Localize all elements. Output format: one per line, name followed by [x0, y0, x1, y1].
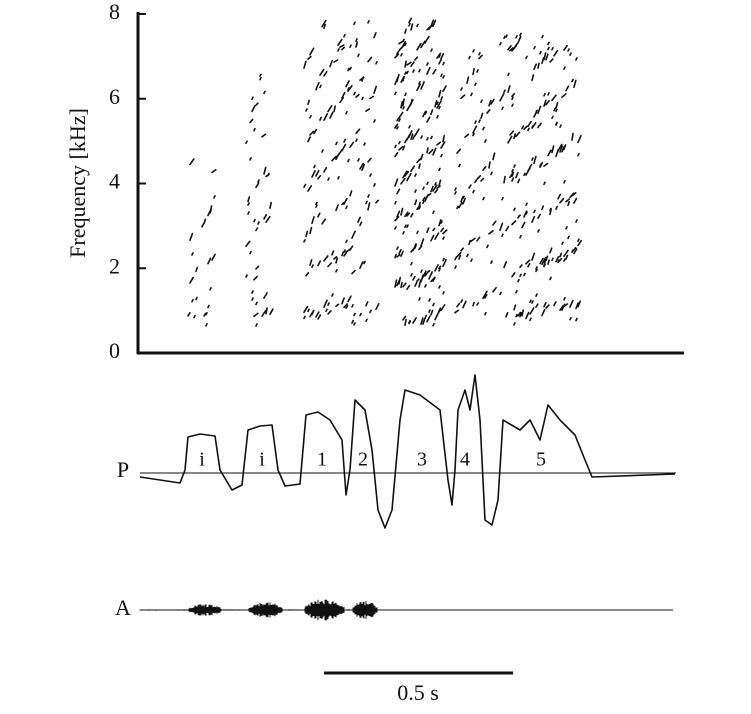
spectrogram-streaks — [394, 17, 448, 327]
syllable-label: 4 — [460, 449, 470, 471]
amplitude-trace — [139, 599, 378, 621]
spectrogram-streaks — [303, 19, 355, 320]
syllable-label: i — [199, 449, 205, 471]
syllable-label: i — [259, 449, 265, 471]
spectrogram-streaks — [351, 20, 380, 326]
spectrogram-streaks — [187, 158, 217, 327]
amplitude-label: A — [115, 595, 131, 620]
pressure-trace — [139, 374, 676, 529]
y-tick-label: 4 — [109, 169, 120, 194]
scale-bar-label: 0.5 s — [397, 680, 439, 705]
spectrogram-streaks — [499, 32, 582, 326]
spectrogram-streaks — [245, 73, 274, 327]
syllable-label: 5 — [536, 449, 546, 471]
y-tick-label: 8 — [109, 0, 120, 24]
syllable-label: 1 — [317, 449, 327, 471]
y-tick-label: 2 — [109, 253, 120, 278]
pressure-label: P — [117, 457, 129, 482]
y-tick-label: 6 — [109, 84, 120, 109]
y-axis-label: Frequency [kHz] — [65, 108, 90, 258]
y-tick-label: 0 — [109, 338, 120, 363]
spectrogram — [187, 17, 582, 327]
syllable-label: 2 — [358, 449, 368, 471]
syllable-label: 3 — [417, 449, 427, 471]
spectrogram-streaks — [454, 49, 497, 316]
